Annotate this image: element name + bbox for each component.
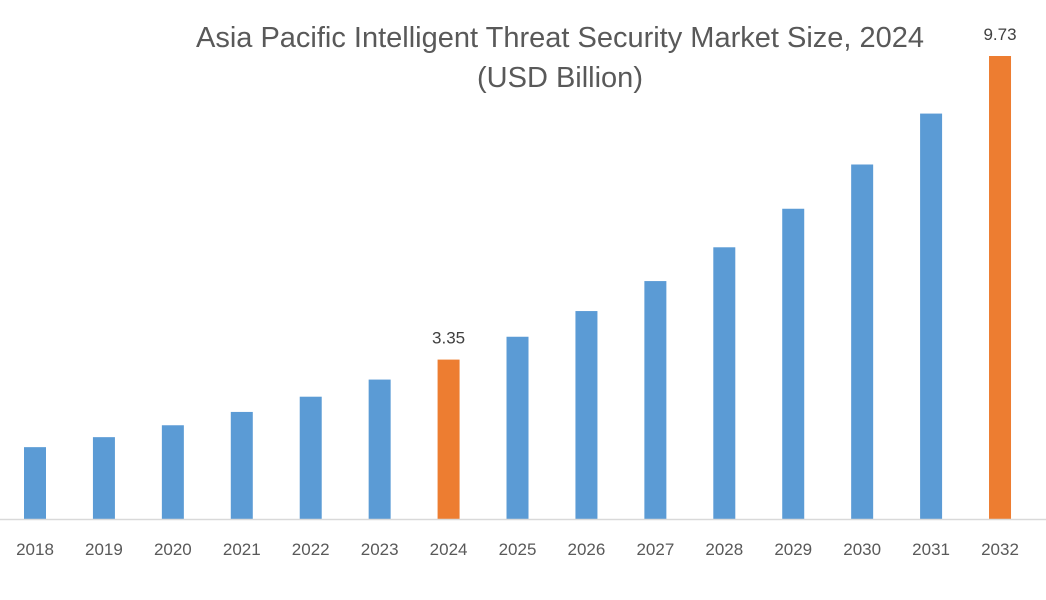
x-tick-label: 2020 xyxy=(154,540,192,559)
bar-2031 xyxy=(920,113,943,519)
x-tick-label: 2019 xyxy=(85,540,123,559)
x-tick-label: 2018 xyxy=(16,540,54,559)
bar-2022 xyxy=(299,396,322,519)
data-label-2024: 3.35 xyxy=(432,329,465,348)
x-tick-label: 2024 xyxy=(430,540,468,559)
bar-2029 xyxy=(782,208,805,519)
x-tick-label: 2023 xyxy=(361,540,399,559)
x-tick-label: 2021 xyxy=(223,540,261,559)
bar-2025 xyxy=(506,336,529,519)
bar-2018 xyxy=(24,447,46,519)
bar-2032 xyxy=(989,56,1012,519)
bar-2028 xyxy=(713,247,736,520)
x-tick-label: 2031 xyxy=(912,540,950,559)
bar-2019 xyxy=(92,437,115,519)
x-tick-label: 2022 xyxy=(292,540,330,559)
x-tick-label: 2028 xyxy=(705,540,743,559)
data-label-2032: 9.73 xyxy=(983,25,1016,44)
bar-2023 xyxy=(368,379,391,519)
bar-2026 xyxy=(575,311,598,519)
bar-2030 xyxy=(851,164,874,519)
chart-subtitle: (USD Billion) xyxy=(477,62,643,94)
x-tick-label: 2032 xyxy=(981,540,1019,559)
bar-2020 xyxy=(161,425,184,519)
x-tick-label: 2025 xyxy=(499,540,537,559)
chart-title: Asia Pacific Intelligent Threat Security… xyxy=(195,22,925,54)
x-tick-label: 2029 xyxy=(774,540,812,559)
bar-2027 xyxy=(644,281,667,519)
x-tick-label: 2027 xyxy=(636,540,674,559)
x-tick-label: 2030 xyxy=(843,540,881,559)
x-tick-label: 2026 xyxy=(568,540,606,559)
bar-2021 xyxy=(230,411,253,519)
bar-2024 xyxy=(437,359,460,519)
